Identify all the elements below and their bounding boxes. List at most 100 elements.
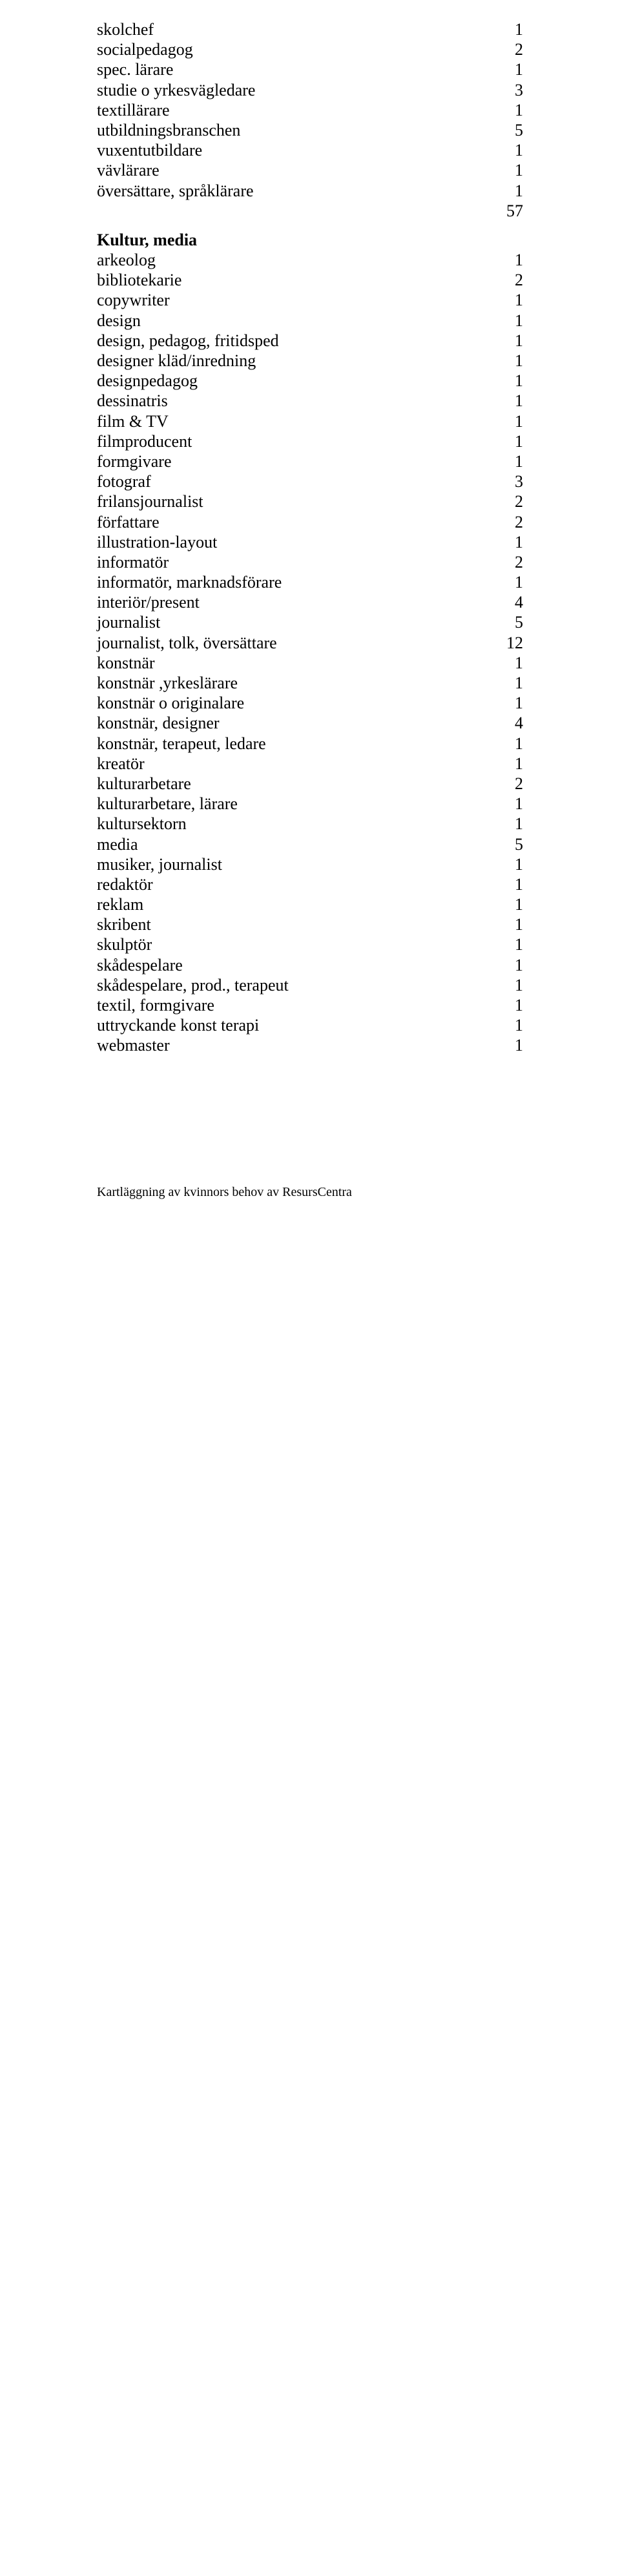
list-item-label: konstnär, terapeut, ledare (97, 734, 484, 754)
list-item: vävlärare1 (97, 160, 523, 180)
section-subtotal-value: 57 (484, 201, 523, 221)
list-item: interiör/present4 (97, 592, 523, 612)
list-item-label: skådespelare (97, 955, 484, 975)
list-item: kultursektorn1 (97, 814, 523, 834)
list-item: formgivare1 (97, 451, 523, 471)
list-item-label: journalist (97, 612, 484, 632)
list-item-label: design, pedagog, fritidsped (97, 331, 484, 351)
list-item-label: musiker, journalist (97, 854, 484, 874)
list-item-label: webmaster (97, 1035, 484, 1055)
list-item-value: 1 (484, 451, 523, 471)
list-item-label: uttryckande konst terapi (97, 1015, 484, 1035)
list-item: journalist5 (97, 612, 523, 632)
list-item-value: 3 (484, 471, 523, 491)
list-item-value: 1 (484, 794, 523, 814)
list-item-value: 1 (484, 19, 523, 39)
list-item: designpedagog1 (97, 371, 523, 391)
list-item-value: 1 (484, 431, 523, 451)
list-item: design, pedagog, fritidsped1 (97, 331, 523, 351)
list-item-label: vuxentutbildare (97, 140, 484, 160)
list-item-value: 1 (484, 100, 523, 120)
list-item-label: vävlärare (97, 160, 484, 180)
list-item-value: 2 (484, 552, 523, 572)
list-item: konstnär ,yrkeslärare1 (97, 673, 523, 693)
list-item: översättare, språklärare1 (97, 181, 523, 201)
list-item-value: 1 (484, 181, 523, 201)
list-item-value: 1 (484, 854, 523, 874)
list-item: redaktör1 (97, 874, 523, 894)
page-footer: Kartläggning av kvinnors behov av Resurs… (97, 1185, 523, 1200)
list-item: reklam1 (97, 894, 523, 914)
list-item-label: fotograf (97, 471, 484, 491)
list-item-value: 1 (484, 250, 523, 270)
list-item: skulptör1 (97, 934, 523, 954)
list-item-label: bibliotekarie (97, 270, 484, 290)
list-item-value: 5 (484, 120, 523, 140)
list-item-label: kreatör (97, 754, 484, 774)
list-item: konstnär1 (97, 653, 523, 673)
list-item-value: 1 (484, 673, 523, 693)
list-item-value: 1 (484, 734, 523, 754)
list-item-label: utbildningsbranschen (97, 120, 484, 140)
list-item: författare2 (97, 512, 523, 532)
list-item-label: skolchef (97, 19, 484, 39)
list-item: konstnär o originalare1 (97, 693, 523, 713)
list-item-value: 2 (484, 491, 523, 511)
list-item-label: översättare, språklärare (97, 181, 484, 201)
list-item: design1 (97, 311, 523, 331)
list-item: socialpedagog2 (97, 39, 523, 59)
list-item-value: 1 (484, 290, 523, 310)
list-item-value: 1 (484, 1015, 523, 1035)
list-item: skådespelare, prod., terapeut1 (97, 975, 523, 995)
list-item-label: skribent (97, 914, 484, 934)
list-item-label: spec. lärare (97, 59, 484, 79)
list-item: uttryckande konst terapi1 (97, 1015, 523, 1035)
list-item-label: formgivare (97, 451, 484, 471)
list-item-label: kulturarbetare (97, 774, 484, 794)
list-item-value: 1 (484, 814, 523, 834)
list-item-label: illustration-layout (97, 532, 484, 552)
list-item-label: copywriter (97, 290, 484, 310)
list-item-value: 12 (484, 633, 523, 653)
list-item-value: 1 (484, 955, 523, 975)
list-item: filmproducent1 (97, 431, 523, 451)
list-item-value: 5 (484, 834, 523, 854)
list-item: film & TV1 (97, 411, 523, 431)
list-item-value: 1 (484, 532, 523, 552)
list-item: fotograf3 (97, 471, 523, 491)
list-item-label: informatör, marknadsförare (97, 572, 484, 592)
list-item-value: 1 (484, 914, 523, 934)
list-item-label: konstnär, designer (97, 713, 484, 733)
list-item-label: film & TV (97, 411, 484, 431)
list-item: textil, formgivare1 (97, 995, 523, 1015)
list-item: dessinatris1 (97, 391, 523, 411)
list-item: frilansjournalist2 (97, 491, 523, 511)
list-item-label: design (97, 311, 484, 331)
list-item-label: interiör/present (97, 592, 484, 612)
list-item: arkeolog1 (97, 250, 523, 270)
list-item-label: filmproducent (97, 431, 484, 451)
list-item-value: 3 (484, 80, 523, 100)
list-item: konstnär, designer4 (97, 713, 523, 733)
list-item-label: journalist, tolk, översättare (97, 633, 484, 653)
list-item-value: 1 (484, 160, 523, 180)
list-item-value: 1 (484, 975, 523, 995)
list-item-value: 2 (484, 39, 523, 59)
list-item-label: kultursektorn (97, 814, 484, 834)
list-item-label: dessinatris (97, 391, 484, 411)
list-item-label: författare (97, 512, 484, 532)
list-item: informatör, marknadsförare1 (97, 572, 523, 592)
list-item-label: studie o yrkesvägledare (97, 80, 484, 100)
list-item-label: kulturarbetare, lärare (97, 794, 484, 814)
list-item-label: socialpedagog (97, 39, 484, 59)
list-item-value: 1 (484, 371, 523, 391)
list-item: illustration-layout1 (97, 532, 523, 552)
list-item: konstnär, terapeut, ledare1 (97, 734, 523, 754)
list-item-value: 2 (484, 512, 523, 532)
list-item-value: 2 (484, 774, 523, 794)
list-item-value: 1 (484, 311, 523, 331)
list-item: media5 (97, 834, 523, 854)
list-item-value: 1 (484, 391, 523, 411)
list-item-value: 1 (484, 874, 523, 894)
list-item-value: 2 (484, 270, 523, 290)
